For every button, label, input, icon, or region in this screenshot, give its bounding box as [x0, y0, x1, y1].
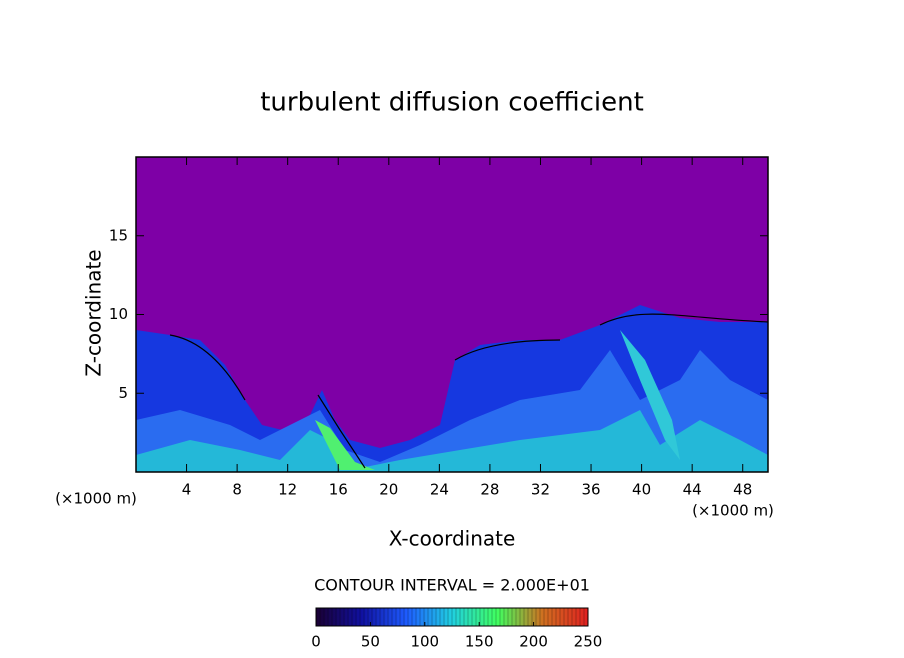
x-tick-label: 4	[182, 481, 192, 499]
x-tick-label: 16	[329, 481, 348, 499]
x-axis-label: X-coordinate	[389, 527, 516, 551]
colorbar-tick-label: 100	[410, 633, 439, 651]
field	[136, 157, 768, 472]
contour-interval: CONTOUR INTERVAL = 2.000E+01	[314, 576, 590, 595]
colorbar-tick-label: 200	[519, 633, 548, 651]
y-tick-label: 10	[109, 305, 128, 323]
x-tick-label: 32	[531, 481, 550, 499]
y-axis-label: Z-coordinate	[82, 249, 106, 376]
x-tick-label: 40	[632, 481, 651, 499]
colorbar-tick-label: 0	[311, 633, 321, 651]
colorbar-tick-label: 150	[465, 633, 494, 651]
x-unit-label: (×1000 m)	[692, 502, 774, 520]
x-tick-label: 28	[480, 481, 499, 499]
x-tick-label: 48	[733, 481, 752, 499]
colorbar-tick-label: 50	[361, 633, 380, 651]
x-tick-label: 24	[430, 481, 449, 499]
colorbar-tick-label: 250	[574, 633, 603, 651]
y-tick-label: 15	[109, 226, 128, 244]
x-tick-label: 20	[379, 481, 398, 499]
x-tick-label: 36	[581, 481, 600, 499]
x-tick-label: 8	[232, 481, 242, 499]
chart-title: turbulent diffusion coefficient	[260, 88, 644, 118]
x-unit-label: (×1000 m)	[55, 490, 137, 508]
x-tick-label: 44	[683, 481, 702, 499]
x-tick-label: 12	[278, 481, 297, 499]
y-tick-label: 5	[118, 384, 128, 402]
